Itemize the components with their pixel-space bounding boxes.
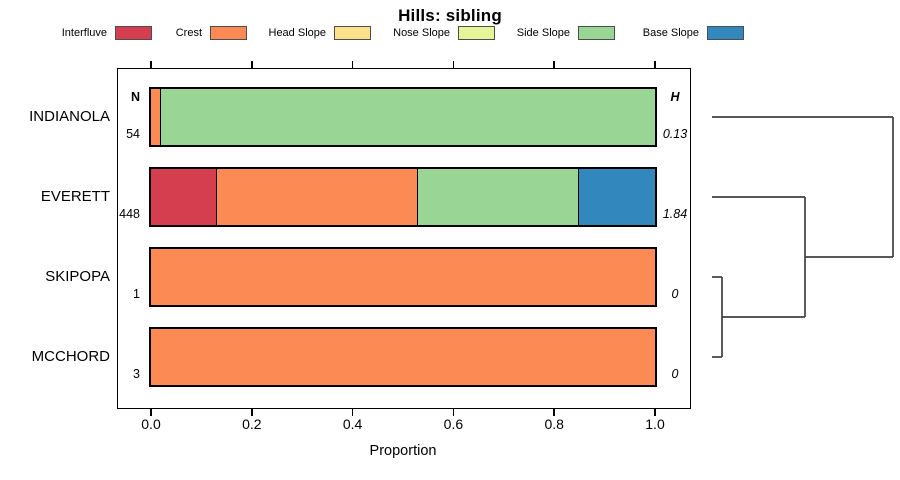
row-label: MCCHORD [31, 348, 110, 365]
bar-outline [149, 87, 657, 147]
x-axis-label: Proportion [369, 443, 437, 459]
legend-swatch-head-slope [334, 26, 371, 40]
x-axis-tick-bottom [351, 409, 354, 416]
legend-label: Crest [175, 27, 202, 39]
legend-swatch-interfluve [115, 26, 152, 40]
row-label: INDIANOLA [29, 108, 110, 125]
h-value: 0.13 [662, 127, 688, 141]
legend-swatch-base-slope [707, 26, 744, 40]
bar-segment-side-slope [160, 89, 655, 145]
bar-segment-crest [151, 329, 655, 385]
legend-label: Side Slope [516, 27, 570, 39]
n-value: 3 [133, 367, 140, 381]
x-axis-tick-bottom [150, 409, 152, 416]
bar-outline [149, 167, 657, 227]
h-value: 0 [671, 367, 679, 381]
bar-segment-base-slope [579, 169, 655, 225]
legend-label: Interfluve [61, 27, 107, 39]
n-value: 54 [126, 127, 140, 141]
x-axis-tick-label: 0.8 [544, 416, 564, 432]
bar-outline [149, 247, 657, 307]
x-axis-tick-bottom [553, 409, 555, 416]
x-axis-tick-label: 0.0 [141, 416, 161, 432]
bar-outline [149, 327, 657, 387]
x-axis-tick-bottom [654, 409, 656, 416]
x-axis-tick-top [150, 61, 152, 68]
bar-segment-crest [151, 249, 655, 305]
x-axis-tick-bottom [452, 409, 455, 416]
bar-segment-side-slope [418, 169, 580, 225]
n-value: 448 [119, 207, 140, 221]
legend-label: Base Slope [642, 27, 699, 39]
x-axis-tick-top [553, 61, 555, 68]
bar-segment-crest [151, 89, 161, 145]
h-column-header: H [670, 90, 680, 104]
n-value: 1 [133, 287, 140, 301]
legend-swatch-nose-slope [458, 26, 495, 40]
x-axis-tick-top [452, 61, 455, 68]
bar-segment-interfluve [151, 169, 217, 225]
legend-label: Head Slope [268, 27, 327, 39]
x-axis-tick-label: 0.4 [342, 416, 363, 432]
x-axis-tick-label: 1.0 [645, 416, 665, 432]
chart-title: Hills: sibling [398, 6, 502, 25]
h-value: 1.84 [662, 207, 688, 221]
legend-swatch-crest [210, 26, 247, 40]
x-axis-tick-top [251, 61, 253, 68]
x-axis-tick-label: 0.2 [242, 416, 262, 432]
x-axis-tick-bottom [251, 409, 253, 416]
row-label: SKIPOPA [45, 268, 110, 285]
x-axis-tick-top [351, 61, 354, 68]
h-value: 0 [671, 287, 679, 301]
n-column-header: N [130, 90, 140, 104]
x-axis-tick-top [654, 61, 656, 68]
legend-label: Nose Slope [393, 27, 450, 39]
row-label: EVERETT [40, 188, 110, 205]
legend-swatch-side-slope [578, 26, 615, 40]
bar-segment-crest [216, 169, 419, 225]
x-axis-tick-label: 0.6 [443, 416, 464, 432]
plot-area [117, 68, 691, 409]
